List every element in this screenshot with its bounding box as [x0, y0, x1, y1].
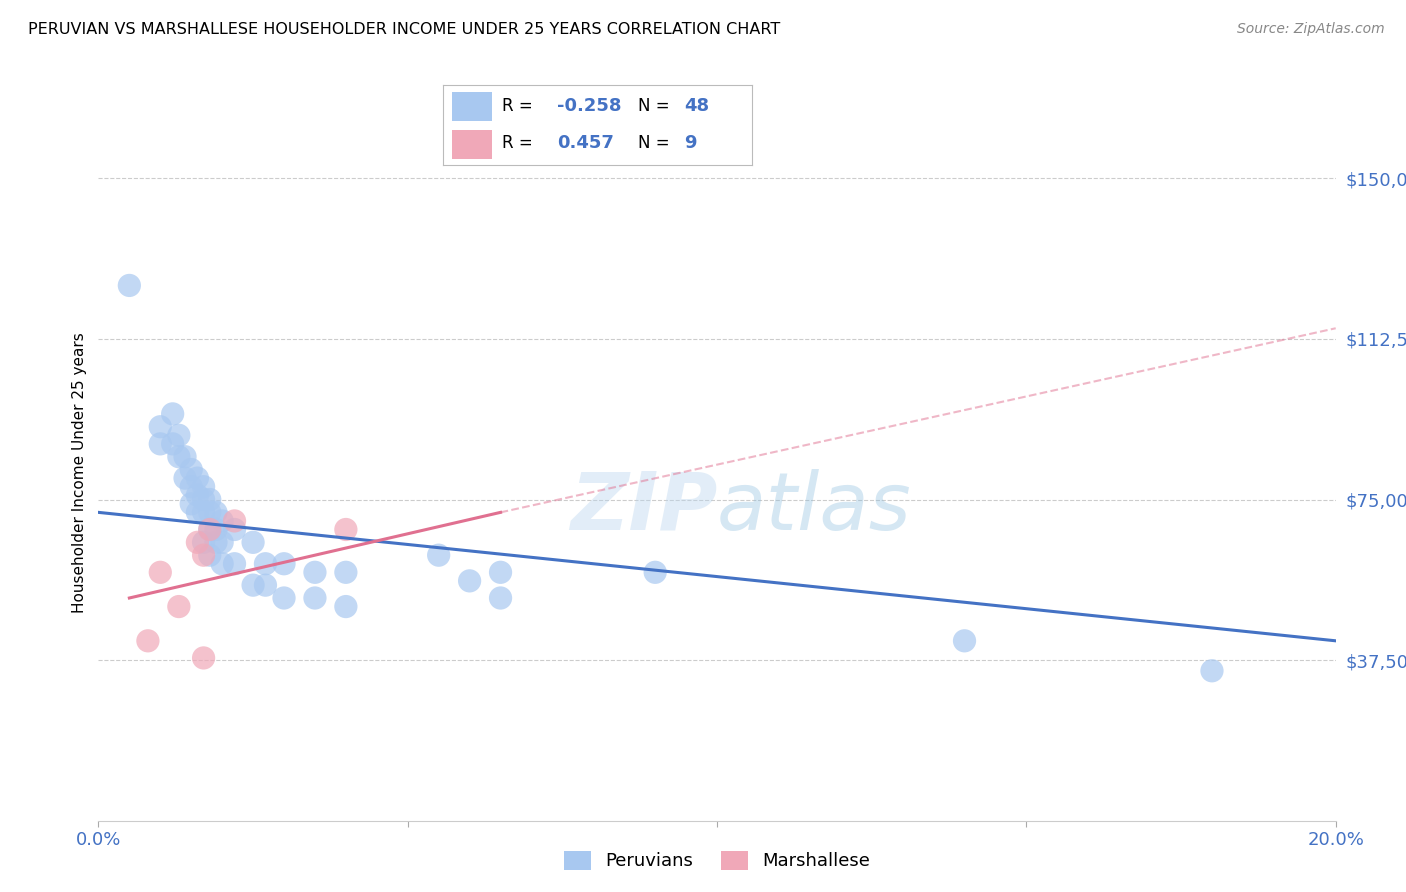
Point — [254, 578, 277, 592]
Point — [174, 471, 197, 485]
Point — [427, 548, 450, 562]
Point — [198, 548, 221, 562]
Point — [149, 419, 172, 434]
Point — [167, 599, 190, 614]
Text: N =: N = — [638, 135, 669, 153]
Point — [335, 523, 357, 537]
Point — [489, 591, 512, 605]
Point — [180, 480, 202, 494]
Point — [205, 505, 228, 519]
Point — [211, 535, 233, 549]
Point — [953, 633, 976, 648]
Text: Source: ZipAtlas.com: Source: ZipAtlas.com — [1237, 22, 1385, 37]
Bar — [453, 129, 492, 159]
Point — [254, 557, 277, 571]
Point — [180, 462, 202, 476]
Point — [186, 505, 208, 519]
Point — [211, 557, 233, 571]
Point — [167, 428, 190, 442]
Point — [304, 566, 326, 580]
Point — [149, 437, 172, 451]
Point — [644, 566, 666, 580]
Text: PERUVIAN VS MARSHALLESE HOUSEHOLDER INCOME UNDER 25 YEARS CORRELATION CHART: PERUVIAN VS MARSHALLESE HOUSEHOLDER INCO… — [28, 22, 780, 37]
Text: 0.457: 0.457 — [557, 135, 614, 153]
Text: ZIP: ZIP — [569, 468, 717, 547]
Point — [118, 278, 141, 293]
Point — [1201, 664, 1223, 678]
Point — [193, 505, 215, 519]
Point — [489, 566, 512, 580]
Point — [186, 488, 208, 502]
Point — [198, 523, 221, 537]
Point — [193, 480, 215, 494]
Point — [224, 523, 246, 537]
Text: atlas: atlas — [717, 468, 912, 547]
Point — [224, 514, 246, 528]
Point — [193, 651, 215, 665]
Text: 48: 48 — [685, 97, 709, 115]
Point — [174, 450, 197, 464]
Y-axis label: Householder Income Under 25 years: Householder Income Under 25 years — [72, 333, 87, 613]
Point — [193, 492, 215, 507]
Text: R =: R = — [502, 97, 533, 115]
Point — [198, 492, 221, 507]
Point — [186, 535, 208, 549]
Point — [193, 548, 215, 562]
Point — [335, 566, 357, 580]
Point — [180, 497, 202, 511]
Point — [458, 574, 481, 588]
Point — [304, 591, 326, 605]
Point — [193, 535, 215, 549]
Point — [198, 505, 221, 519]
Point — [211, 514, 233, 528]
Point — [224, 557, 246, 571]
Point — [186, 471, 208, 485]
Bar — [453, 92, 492, 121]
Text: N =: N = — [638, 97, 669, 115]
Point — [335, 599, 357, 614]
Point — [205, 523, 228, 537]
Text: -0.258: -0.258 — [557, 97, 621, 115]
Text: R =: R = — [502, 135, 533, 153]
Legend: Peruvians, Marshallese: Peruvians, Marshallese — [557, 844, 877, 878]
Point — [136, 633, 159, 648]
Point — [273, 557, 295, 571]
Point — [149, 566, 172, 580]
Point — [162, 407, 184, 421]
Text: 9: 9 — [685, 135, 696, 153]
Point — [273, 591, 295, 605]
Point — [242, 578, 264, 592]
Point — [162, 437, 184, 451]
Point — [167, 450, 190, 464]
Point — [205, 535, 228, 549]
Point — [198, 523, 221, 537]
Point — [242, 535, 264, 549]
